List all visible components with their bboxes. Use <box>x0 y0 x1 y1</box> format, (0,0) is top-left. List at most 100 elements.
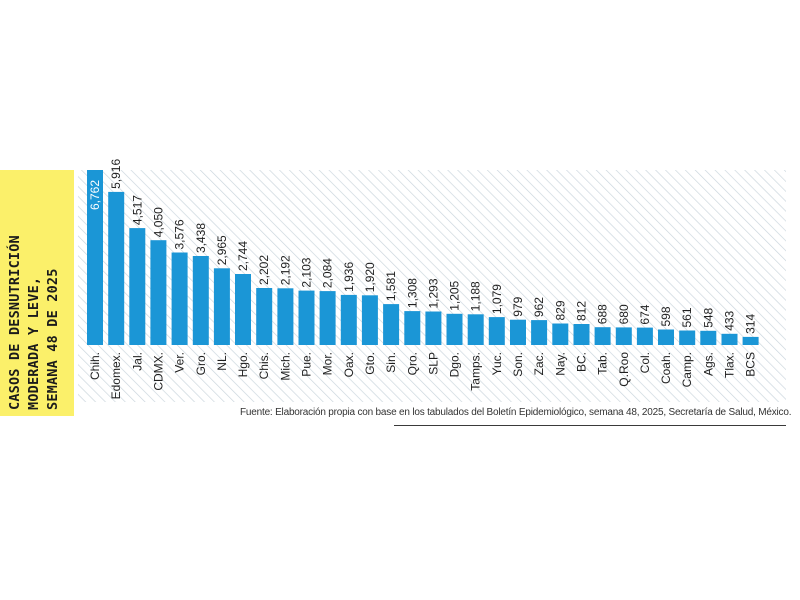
category-label: Nay. <box>553 352 567 376</box>
value-label: 314 <box>744 314 758 334</box>
category-label: Pue. <box>300 352 314 377</box>
bar-col <box>636 327 653 345</box>
value-label: 2,103 <box>300 257 314 287</box>
bar-son <box>510 319 526 345</box>
source-rule <box>394 425 786 426</box>
category-label: Coah. <box>659 352 673 384</box>
category-label: Col. <box>638 352 652 373</box>
category-label: Gro. <box>194 352 208 375</box>
value-label: 1,079 <box>490 284 504 314</box>
category-label: Ags. <box>701 352 715 376</box>
bar-zac <box>531 320 548 345</box>
bar-mich <box>277 288 294 345</box>
bar-yuc <box>488 317 505 345</box>
category-label: Sin. <box>384 352 398 373</box>
bar-slp <box>425 311 442 345</box>
bar-pue <box>298 290 315 345</box>
value-label: 979 <box>511 296 525 316</box>
bar-gto <box>361 295 378 345</box>
value-label: 433 <box>723 310 737 330</box>
bar-coah <box>658 329 674 345</box>
category-label: Tab. <box>596 352 610 375</box>
source-note: Fuente: Elaboración propia con base en l… <box>240 407 792 418</box>
category-label: Qro. <box>405 352 419 375</box>
value-label: 2,965 <box>215 235 229 265</box>
value-label: 962 <box>532 297 546 317</box>
bar-camp <box>679 330 696 345</box>
value-label: 6,762 <box>88 180 102 210</box>
category-label: BCS <box>744 352 758 377</box>
value-label: 1,308 <box>405 278 419 308</box>
category-label: NL. <box>215 352 229 371</box>
category-label: Jal. <box>130 352 144 371</box>
value-label: 688 <box>596 304 610 324</box>
bar-chis <box>256 288 273 345</box>
category-label: Q.Roo <box>617 352 631 387</box>
y-axis-title-box: CASOS DE DESNUTRICIÓN MODERADA Y LEVE, S… <box>0 170 74 416</box>
value-label: 812 <box>575 301 589 321</box>
bar-jal <box>129 228 146 345</box>
value-label: 4,050 <box>151 207 165 237</box>
category-label: Dgo. <box>448 352 462 377</box>
value-label: 2,192 <box>278 255 292 285</box>
category-labels-group: Chih. Edomex. Jal. CDMX. Ver. Gro. NL. Hgo. Chis… <box>88 352 758 400</box>
bar-dgo <box>446 313 463 345</box>
bar-bc <box>573 324 590 345</box>
value-label: 548 <box>701 307 715 327</box>
category-label: Tamps. <box>469 352 483 391</box>
category-label: Zac. <box>532 352 546 375</box>
bar-tab <box>594 327 611 345</box>
category-label: Hgo. <box>236 352 250 377</box>
value-label: 674 <box>638 304 652 324</box>
value-label: 680 <box>617 304 631 324</box>
category-label: Gto. <box>363 352 377 375</box>
category-label: Edomex. <box>109 352 123 399</box>
bar-mor <box>319 291 336 345</box>
bar-nl <box>213 268 230 345</box>
category-label: Oax. <box>342 352 356 377</box>
value-label: 5,916 <box>109 159 123 189</box>
value-label: 561 <box>680 307 694 327</box>
value-label: 1,936 <box>342 262 356 292</box>
bar-q-roo <box>615 327 632 345</box>
bar-gro <box>192 256 209 345</box>
category-label: BC. <box>575 352 589 372</box>
value-label: 1,920 <box>363 262 377 292</box>
bar-oax <box>340 294 357 345</box>
bar-nay <box>552 323 569 345</box>
value-label: 4,517 <box>130 195 144 225</box>
value-label: 1,581 <box>384 271 398 301</box>
category-label: Son. <box>511 352 525 377</box>
category-label: Ver. <box>173 352 187 373</box>
value-label: 598 <box>659 306 673 326</box>
bar-bcs <box>742 336 759 345</box>
category-label: Mich. <box>278 352 292 381</box>
value-label: 2,202 <box>257 255 271 285</box>
value-labels-group: 6,762 5,916 4,517 4,050 3,576 3,438 2,965 2,744… <box>88 159 758 334</box>
value-label: 829 <box>553 300 567 320</box>
value-label: 2,084 <box>321 258 335 288</box>
value-label: 1,293 <box>426 278 440 308</box>
value-label: 1,188 <box>469 281 483 311</box>
bar-ver <box>171 252 188 345</box>
category-label: Mor. <box>321 352 335 375</box>
bars-group <box>87 170 759 345</box>
value-label: 3,438 <box>194 223 208 253</box>
category-label: Chis. <box>257 352 271 379</box>
value-label: 1,205 <box>448 280 462 310</box>
bar-chih <box>87 170 103 345</box>
category-label: Chih. <box>88 352 102 380</box>
bar-tlax <box>721 333 738 345</box>
bar-qro <box>404 311 421 345</box>
category-label: Tlax. <box>723 352 737 378</box>
category-label: SLP <box>426 352 440 375</box>
bar-ags <box>700 330 717 345</box>
bar-cdmx <box>150 240 167 345</box>
category-label: CDMX. <box>151 352 165 391</box>
value-label: 3,576 <box>173 219 187 249</box>
bar-tamps <box>467 314 484 345</box>
bar-hgo <box>235 274 251 345</box>
bar-sin <box>383 304 400 345</box>
bar-edomex <box>108 191 125 345</box>
